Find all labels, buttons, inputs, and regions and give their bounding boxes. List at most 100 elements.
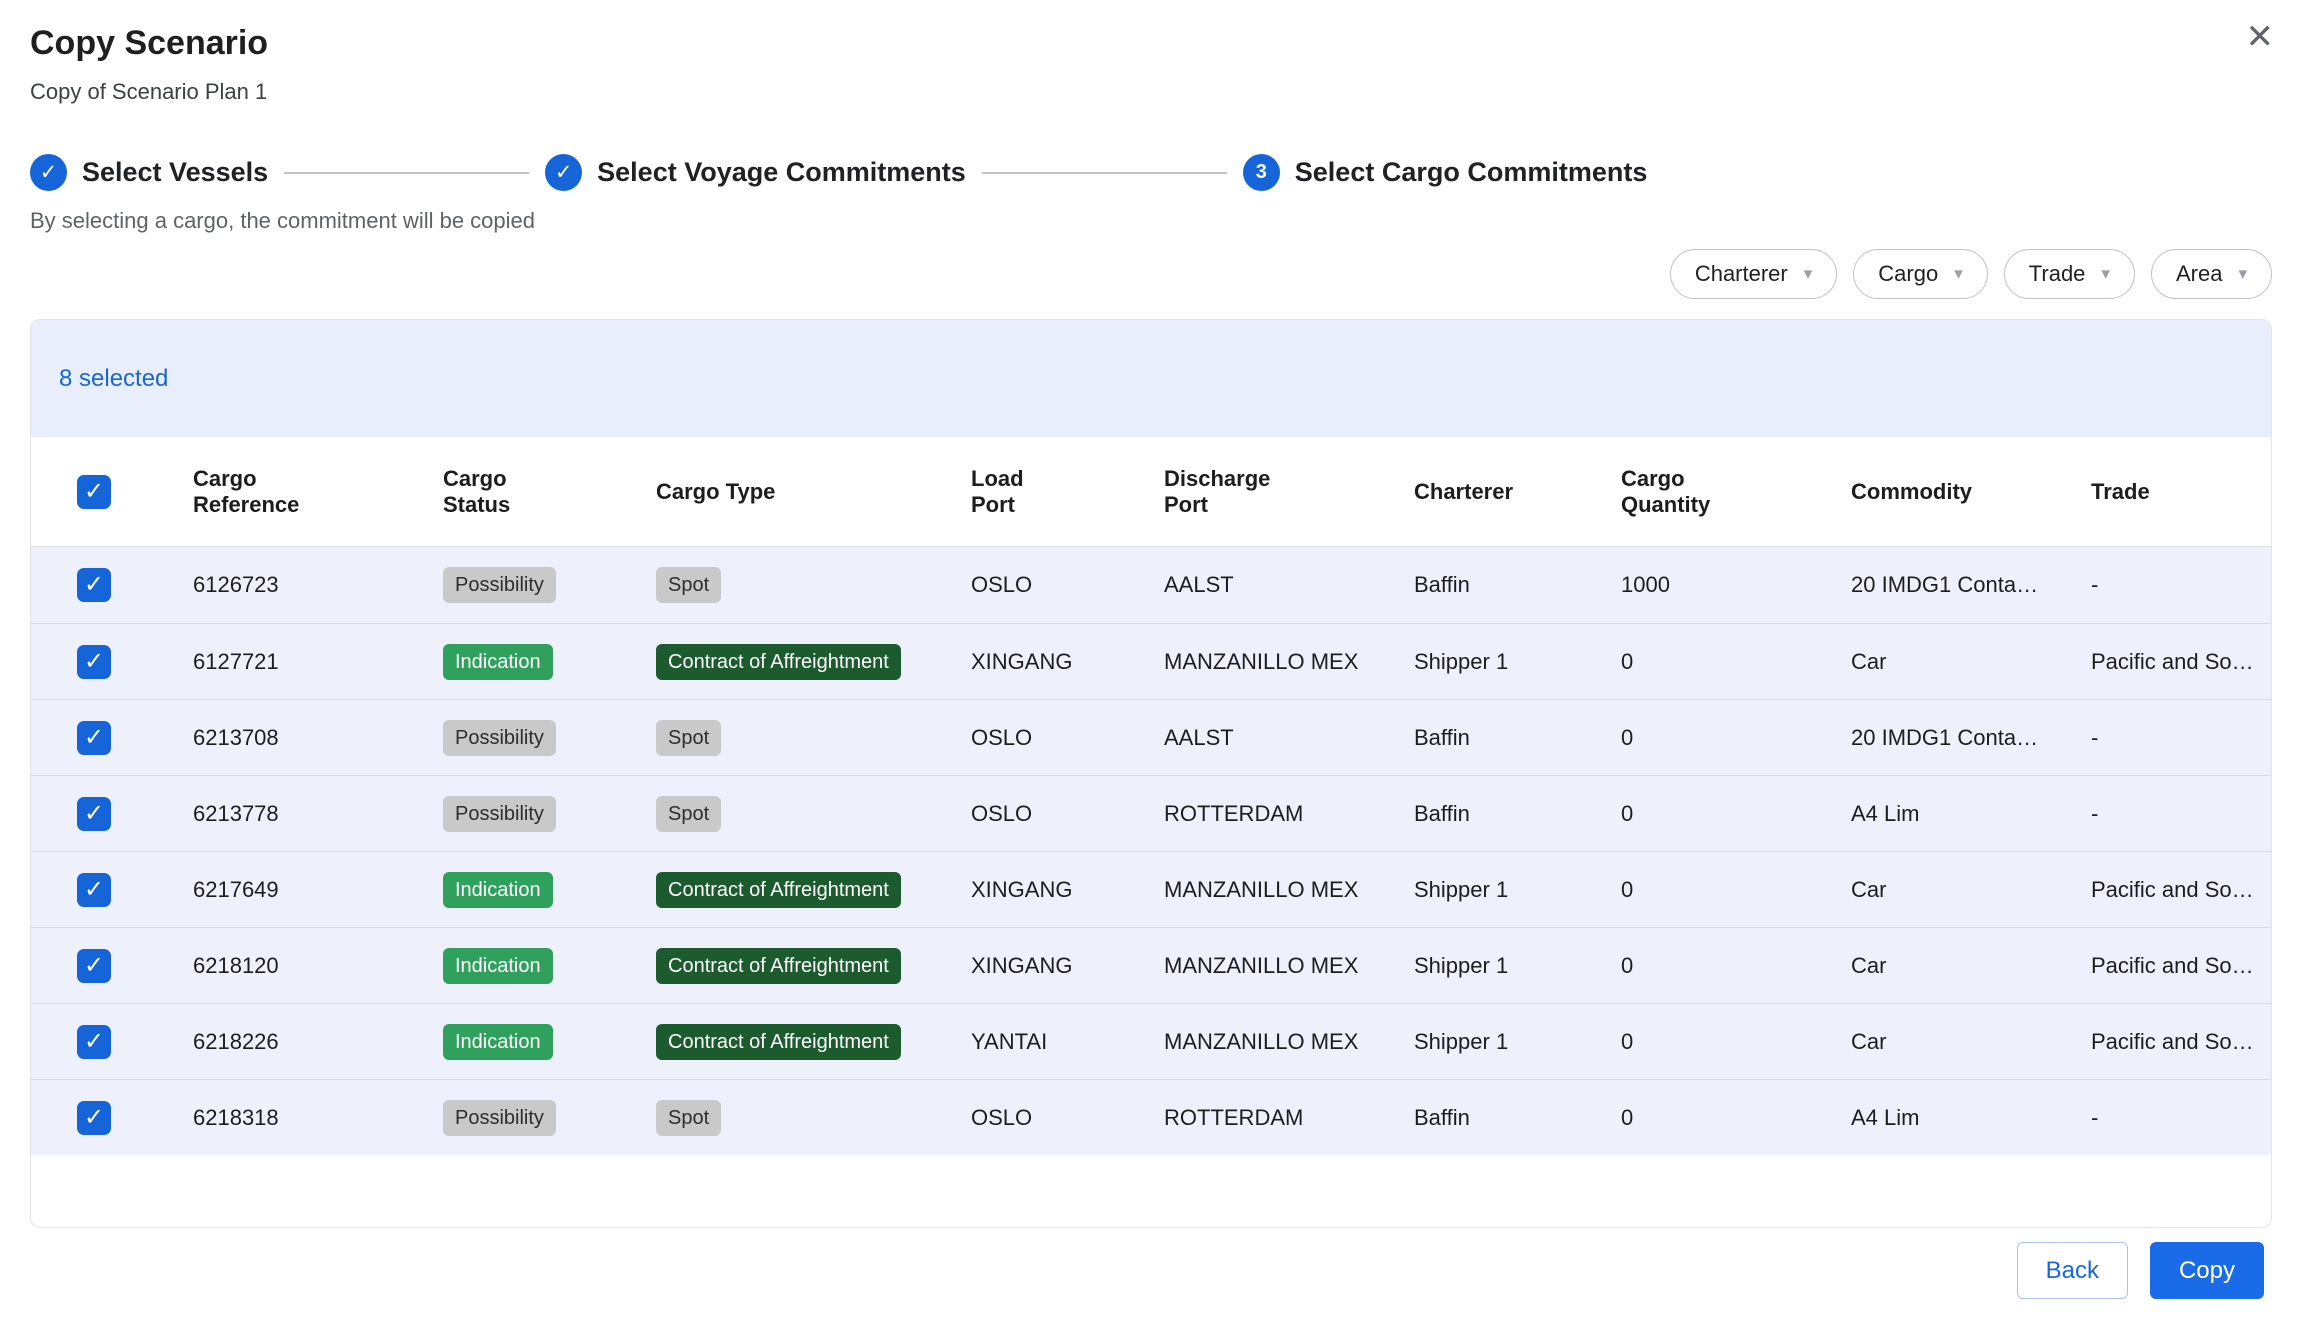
cargo-status-badge: Indication xyxy=(443,872,553,908)
cell-commodity: A4 Lim xyxy=(1835,801,2075,827)
row-checkbox[interactable]: ✓ xyxy=(77,949,111,983)
table-header: ✓ CargoReference CargoStatus Cargo Type … xyxy=(31,437,2271,547)
cell-discharge-port: AALST xyxy=(1148,572,1398,598)
cell-discharge-port: ROTTERDAM xyxy=(1148,1105,1398,1131)
cell-trade: Pacific and So… xyxy=(2075,877,2271,903)
filter-bar: Charterer ▾ Cargo ▾ Trade ▾ Area ▾ xyxy=(0,249,2304,299)
cell-discharge-port: MANZANILLO MEX xyxy=(1148,1029,1398,1055)
cargo-status-badge: Indication xyxy=(443,948,553,984)
cargo-status-badge: Possibility xyxy=(443,567,556,603)
table-row[interactable]: ✓ 6218318 Possibility Spot OSLO ROTTERDA… xyxy=(31,1079,2271,1155)
copy-button[interactable]: Copy xyxy=(2150,1242,2264,1299)
cell-trade: Pacific and So… xyxy=(2075,953,2271,979)
step-label: Select Vessels xyxy=(82,157,268,188)
cargo-type-badge: Spot xyxy=(656,1100,721,1136)
step-select-cargo-commitments[interactable]: 3 Select Cargo Commitments xyxy=(1243,154,1648,191)
cell-charterer: Shipper 1 xyxy=(1398,877,1605,903)
filter-trade[interactable]: Trade ▾ xyxy=(2004,249,2135,299)
selected-count: 8 selected xyxy=(59,365,168,393)
cell-cargo-reference: 6213778 xyxy=(177,801,427,827)
cell-commodity: A4 Lim xyxy=(1835,1105,2075,1131)
cargo-type-badge: Contract of Affreightment xyxy=(656,948,901,984)
step-select-vessels[interactable]: ✓ Select Vessels xyxy=(30,154,268,191)
select-all-checkbox[interactable]: ✓ xyxy=(77,475,111,509)
table-body: ✓ 6126723 Possibility Spot OSLO AALST Ba… xyxy=(31,547,2271,1155)
chevron-down-icon: ▾ xyxy=(1804,264,1813,284)
step-complete-check-icon: ✓ xyxy=(30,154,67,191)
column-header-load-port: LoadPort xyxy=(955,466,1148,518)
filter-label: Cargo xyxy=(1878,261,1938,287)
cell-load-port: XINGANG xyxy=(955,877,1148,903)
cell-load-port: XINGANG xyxy=(955,953,1148,979)
close-icon[interactable]: ✕ xyxy=(2240,14,2281,60)
row-checkbox[interactable]: ✓ xyxy=(77,797,111,831)
step-label: Select Cargo Commitments xyxy=(1295,157,1648,188)
table-row[interactable]: ✓ 6126723 Possibility Spot OSLO AALST Ba… xyxy=(31,547,2271,623)
row-checkbox[interactable]: ✓ xyxy=(77,1025,111,1059)
page-title: Copy Scenario xyxy=(30,22,2272,64)
stepper: ✓ Select Vessels ✓ Select Voyage Commitm… xyxy=(0,154,2304,191)
cell-load-port: OSLO xyxy=(955,725,1148,751)
table-row[interactable]: ✓ 6218226 Indication Contract of Affreig… xyxy=(31,1003,2271,1079)
cell-cargo-quantity: 0 xyxy=(1605,1105,1835,1131)
filter-area[interactable]: Area ▾ xyxy=(2151,249,2272,299)
filter-label: Charterer xyxy=(1695,261,1788,287)
cell-charterer: Shipper 1 xyxy=(1398,1029,1605,1055)
cargo-status-badge: Possibility xyxy=(443,1100,556,1136)
column-header-commodity: Commodity xyxy=(1835,479,2075,505)
column-header-cargo-status: CargoStatus xyxy=(427,466,640,518)
chevron-down-icon: ▾ xyxy=(2101,264,2110,284)
table-row[interactable]: ✓ 6127721 Indication Contract of Affreig… xyxy=(31,623,2271,699)
cell-charterer: Baffin xyxy=(1398,572,1605,598)
dialog-header: Copy Scenario Copy of Scenario Plan 1 ✕ xyxy=(0,0,2304,106)
cargo-status-badge: Indication xyxy=(443,644,553,680)
chevron-down-icon: ▾ xyxy=(1954,264,1963,284)
table-row[interactable]: ✓ 6218120 Indication Contract of Affreig… xyxy=(31,927,2271,1003)
filter-label: Trade xyxy=(2029,261,2086,287)
cell-commodity: 20 IMDG1 Conta… xyxy=(1835,725,2075,751)
cell-discharge-port: MANZANILLO MEX xyxy=(1148,953,1398,979)
cell-trade: - xyxy=(2075,725,2271,751)
cargo-status-badge: Indication xyxy=(443,1024,553,1060)
step-number-badge: 3 xyxy=(1243,154,1280,191)
row-checkbox[interactable]: ✓ xyxy=(77,873,111,907)
cell-trade: Pacific and So… xyxy=(2075,1029,2271,1055)
back-button[interactable]: Back xyxy=(2017,1242,2128,1299)
cargo-type-badge: Spot xyxy=(656,567,721,603)
cell-load-port: YANTAI xyxy=(955,1029,1148,1055)
table-row[interactable]: ✓ 6217649 Indication Contract of Affreig… xyxy=(31,851,2271,927)
cargo-status-badge: Possibility xyxy=(443,720,556,756)
column-header-cargo-quantity: CargoQuantity xyxy=(1605,466,1835,518)
cell-cargo-reference: 6127721 xyxy=(177,649,427,675)
filter-charterer[interactable]: Charterer ▾ xyxy=(1670,249,1837,299)
cell-cargo-reference: 6126723 xyxy=(177,572,427,598)
cargo-commitments-table: 8 selected ✓ CargoReference CargoStatus … xyxy=(30,319,2272,1228)
row-checkbox[interactable]: ✓ xyxy=(77,568,111,602)
cell-cargo-quantity: 0 xyxy=(1605,877,1835,903)
row-checkbox[interactable]: ✓ xyxy=(77,645,111,679)
helper-text: By selecting a cargo, the commitment wil… xyxy=(0,207,2304,235)
cell-discharge-port: ROTTERDAM xyxy=(1148,801,1398,827)
cell-cargo-quantity: 1000 xyxy=(1605,572,1835,598)
cell-charterer: Shipper 1 xyxy=(1398,953,1605,979)
cell-cargo-reference: 6213708 xyxy=(177,725,427,751)
step-complete-check-icon: ✓ xyxy=(545,154,582,191)
cell-cargo-quantity: 0 xyxy=(1605,649,1835,675)
dialog-footer: Back Copy xyxy=(0,1242,2304,1299)
row-checkbox[interactable]: ✓ xyxy=(77,1101,111,1135)
row-checkbox[interactable]: ✓ xyxy=(77,721,111,755)
cell-trade: - xyxy=(2075,572,2271,598)
cargo-type-badge: Spot xyxy=(656,720,721,756)
cell-cargo-quantity: 0 xyxy=(1605,725,1835,751)
cell-discharge-port: MANZANILLO MEX xyxy=(1148,649,1398,675)
table-row[interactable]: ✓ 6213778 Possibility Spot OSLO ROTTERDA… xyxy=(31,775,2271,851)
cell-commodity: Car xyxy=(1835,1029,2075,1055)
filter-cargo[interactable]: Cargo ▾ xyxy=(1853,249,1987,299)
step-select-voyage-commitments[interactable]: ✓ Select Voyage Commitments xyxy=(545,154,966,191)
table-row[interactable]: ✓ 6213708 Possibility Spot OSLO AALST Ba… xyxy=(31,699,2271,775)
cell-load-port: OSLO xyxy=(955,801,1148,827)
filter-label: Area xyxy=(2176,261,2222,287)
cell-load-port: OSLO xyxy=(955,1105,1148,1131)
cell-load-port: OSLO xyxy=(955,572,1148,598)
step-label: Select Voyage Commitments xyxy=(597,157,966,188)
